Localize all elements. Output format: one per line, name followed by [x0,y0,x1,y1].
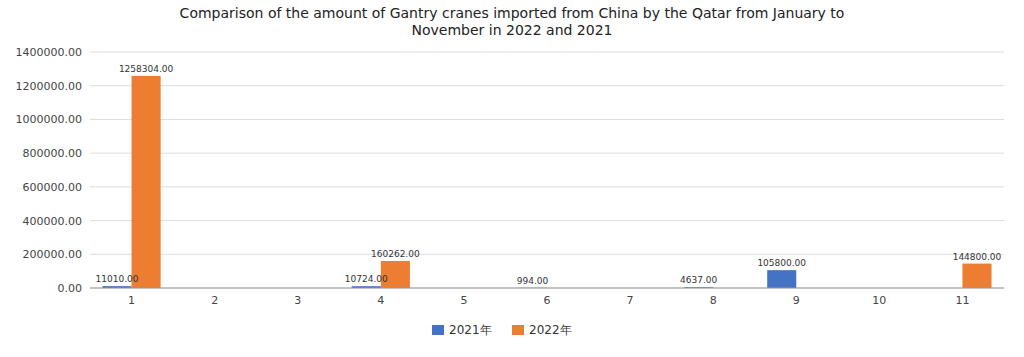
grid-line [90,186,1004,187]
x-tick-label: 10 [872,294,886,307]
x-tick-label: 8 [710,294,717,307]
x-axis-line [90,288,1004,289]
chart: Comparison of the amount of Gantry crane… [0,0,1024,357]
data-labels: 11010.00 10724.00 994.00 4637.00 105800.00 12… [96,64,1002,286]
bar [132,76,161,288]
x-tick-label: 4 [377,294,384,307]
x-tick-label: 11 [955,294,969,307]
x-tick-label: 1 [128,294,135,307]
legend-swatch [432,325,444,335]
bar [962,264,991,288]
x-tick-label: 2 [211,294,218,307]
data-label: 4637.00 [680,275,717,285]
y-tick-label: 0.00 [58,282,83,295]
grid-line [90,254,1004,255]
grid-line [90,119,1004,120]
data-label: 144800.00 [953,252,1002,262]
grid-line [90,85,1004,86]
y-tick-label: 1400000.00 [16,46,82,59]
data-label: 994.00 [517,276,549,286]
grid-line [90,52,1004,53]
title-line: Comparison of the amount of Gantry crane… [180,5,845,21]
y-tick-label: 1000000.00 [16,113,82,126]
bars [102,76,991,288]
data-label: 160262.00 [371,249,420,259]
bar [767,270,796,288]
grid-line [90,153,1004,154]
grid [90,52,1004,288]
data-label: 105800.00 [757,258,806,268]
title: Comparison of the amount of Gantry crane… [180,5,845,38]
legend-label: 2022年 [529,323,572,337]
x-tick-label: 9 [793,294,800,307]
y-tick-label: 400000.00 [23,215,83,228]
data-label: 11010.00 [96,274,139,284]
x-tick-label: 3 [294,294,301,307]
data-label: 1258304.00 [119,64,174,74]
grid-line [90,288,1004,289]
data-label: 10724.00 [345,274,388,284]
y-tick-label: 1200000.00 [16,80,82,93]
x-tick-label: 7 [627,294,634,307]
x-tick-label: 5 [460,294,467,307]
legend: 2021年 2022年 [432,323,572,337]
y-tick-label: 200000.00 [23,248,83,261]
legend-label: 2021年 [449,323,492,337]
title-line: November in 2022 and 2021 [412,22,613,38]
x-tick-label: 6 [544,294,551,307]
grid-line [90,220,1004,221]
y-tick-label: 600000.00 [23,181,83,194]
y-tick-label: 800000.00 [23,147,83,160]
legend-swatch [512,325,524,335]
